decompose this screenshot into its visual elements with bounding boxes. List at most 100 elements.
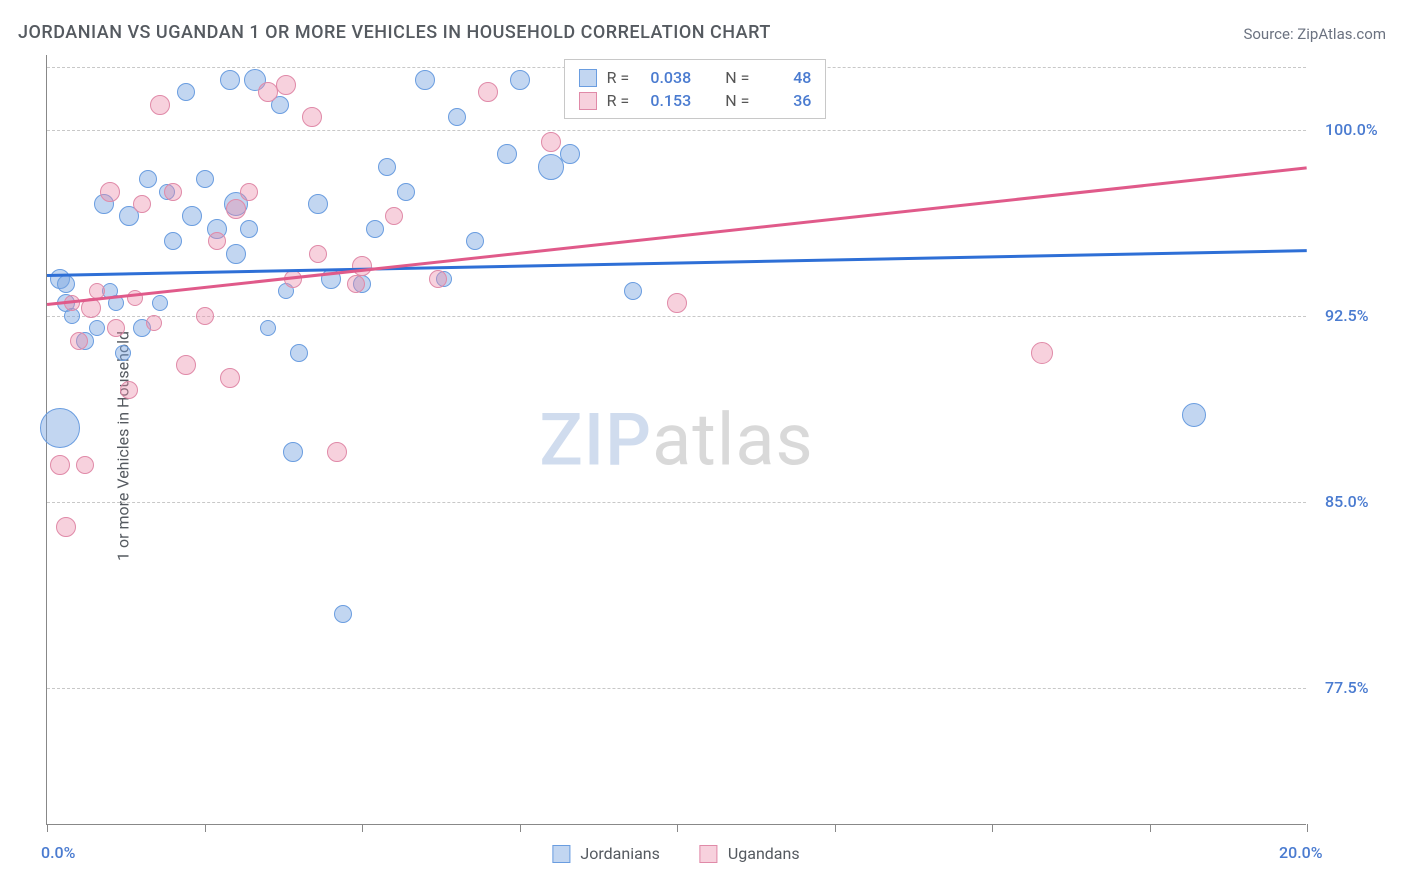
scatter-point [624, 282, 642, 300]
scatter-point [308, 194, 328, 214]
legend-swatch [579, 69, 597, 87]
scatter-point [415, 70, 435, 90]
scatter-point [57, 275, 75, 293]
scatter-point [309, 245, 327, 263]
scatter-point [220, 368, 240, 388]
y-tick-label: 77.5% [1325, 678, 1369, 697]
scatter-point [1031, 342, 1053, 364]
scatter-point [478, 82, 498, 102]
scatter-point [226, 244, 246, 264]
scatter-point [208, 232, 226, 250]
x-tick [1307, 824, 1308, 832]
x-tick [677, 824, 678, 832]
y-tick-label: 100.0% [1325, 120, 1378, 139]
scatter-point [76, 456, 94, 474]
scatter-point [1182, 403, 1206, 427]
scatter-point [327, 442, 347, 462]
scatter-point [164, 232, 182, 250]
legend-swatch [700, 845, 718, 863]
n-value: 48 [759, 68, 811, 87]
x-tick [520, 824, 521, 832]
scatter-point [70, 332, 88, 350]
scatter-point [115, 345, 131, 361]
scatter-point [150, 95, 170, 115]
x-tick [1150, 824, 1151, 832]
legend-swatch [552, 845, 570, 863]
scatter-point [366, 220, 384, 238]
gridline [47, 130, 1306, 131]
x-tick [47, 824, 48, 832]
y-tick-label: 85.0% [1325, 492, 1369, 511]
scatter-point [240, 183, 258, 201]
scatter-point [107, 319, 125, 337]
scatter-point [139, 170, 157, 188]
scatter-point [146, 315, 162, 331]
legend-label: Ugandans [728, 844, 800, 863]
x-tick [362, 824, 363, 832]
scatter-point [196, 170, 214, 188]
watermark-zip: ZIP [539, 397, 652, 482]
x-tick [835, 824, 836, 832]
scatter-point [283, 442, 303, 462]
r-label: R = [607, 91, 630, 110]
n-label: N = [725, 91, 749, 110]
scatter-point [56, 517, 76, 537]
scatter-point [448, 108, 466, 126]
y-tick-label: 92.5% [1325, 306, 1369, 325]
gridline [47, 316, 1306, 317]
r-label: R = [607, 68, 630, 87]
scatter-point [100, 182, 120, 202]
gridline [47, 688, 1306, 689]
x-tick-label: 20.0% [1279, 843, 1323, 862]
n-label: N = [725, 68, 749, 87]
scatter-point [385, 207, 403, 225]
scatter-point [240, 220, 258, 238]
scatter-point [497, 144, 517, 164]
legend-label: Jordanians [580, 844, 659, 863]
chart-title: JORDANIAN VS UGANDAN 1 OR MORE VEHICLES … [18, 22, 771, 43]
watermark: ZIPatlas [539, 397, 813, 482]
scatter-point [352, 256, 372, 276]
scatter-point [220, 70, 240, 90]
scatter-point [466, 232, 484, 250]
scatter-point [164, 183, 182, 201]
scatter-point [40, 408, 80, 448]
legend-swatch [579, 92, 597, 110]
scatter-point [176, 355, 196, 375]
scatter-point [258, 82, 278, 102]
r-value: 0.153 [639, 91, 691, 110]
r-value: 0.038 [639, 68, 691, 87]
scatter-point [120, 381, 138, 399]
bottom-legend: Jordanians Ugandans [552, 844, 799, 863]
scatter-point [182, 206, 202, 226]
trend-line [47, 167, 1307, 306]
scatter-point [667, 293, 687, 313]
scatter-point [541, 132, 561, 152]
scatter-point [538, 154, 564, 180]
x-tick [205, 824, 206, 832]
scatter-point [397, 183, 415, 201]
scatter-point [334, 605, 352, 623]
plot-area: ZIPatlas 77.5%85.0%92.5%100.0%0.0%20.0%R… [46, 55, 1306, 825]
scatter-point [152, 295, 168, 311]
scatter-point [133, 195, 151, 213]
scatter-point [378, 158, 396, 176]
scatter-point [276, 75, 296, 95]
scatter-point [510, 70, 530, 90]
n-value: 36 [759, 91, 811, 110]
scatter-point [347, 275, 365, 293]
stats-legend-row: R = 0.153 N = 36 [565, 89, 826, 112]
stats-legend: R = 0.038 N = 48 R = 0.153 N = 36 [564, 59, 827, 119]
x-tick [992, 824, 993, 832]
stats-legend-row: R = 0.038 N = 48 [565, 66, 826, 89]
scatter-point [50, 455, 70, 475]
scatter-point [302, 107, 322, 127]
legend-item: Jordanians [552, 844, 659, 863]
gridline [47, 502, 1306, 503]
x-tick-label: 0.0% [41, 843, 75, 862]
scatter-point [196, 307, 214, 325]
chart-container: ZIPatlas 77.5%85.0%92.5%100.0%0.0%20.0%R… [46, 55, 1306, 825]
scatter-point [429, 270, 447, 288]
legend-item: Ugandans [700, 844, 800, 863]
source-label: Source: ZipAtlas.com [1243, 25, 1386, 43]
